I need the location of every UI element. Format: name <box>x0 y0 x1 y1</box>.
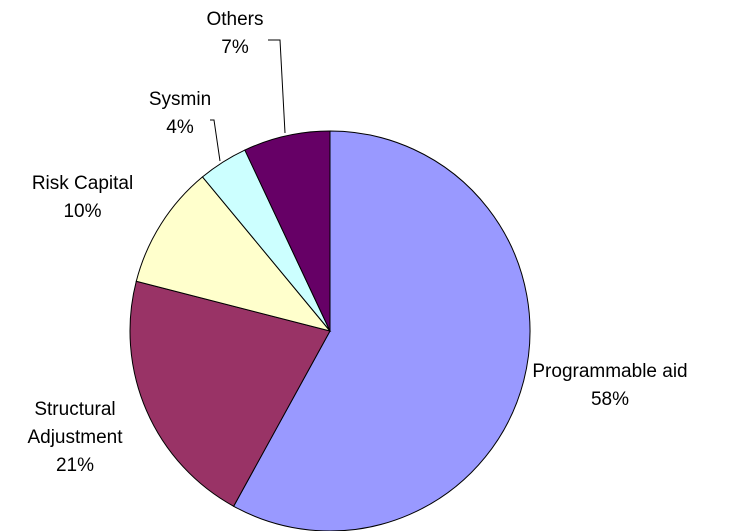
category-name: Programmable aid <box>532 361 688 382</box>
leader-line <box>268 39 286 134</box>
value-label: 4% <box>166 117 194 138</box>
value-label: 58% <box>590 389 630 410</box>
value-label: 10% <box>63 201 102 222</box>
category-name: Others <box>206 9 264 30</box>
value-label: 21% <box>55 455 95 476</box>
slice-label: Sysmin 4% <box>140 86 220 142</box>
category-name: Structural Adjustment <box>27 399 123 448</box>
category-name: Risk Capital <box>31 173 134 194</box>
pie-slice <box>129 280 331 507</box>
slice-label: Programmable aid 58% <box>530 358 690 414</box>
pie-slice <box>244 130 331 332</box>
slice-label: Risk Capital 10% <box>10 170 155 226</box>
value-label: 7% <box>221 37 249 58</box>
leader-line <box>210 119 221 162</box>
slice-label: Structural Adjustment 21% <box>10 396 140 480</box>
pie-slice <box>135 176 332 332</box>
slice-label: Others 7% <box>195 6 275 62</box>
category-name: Sysmin <box>148 89 212 110</box>
